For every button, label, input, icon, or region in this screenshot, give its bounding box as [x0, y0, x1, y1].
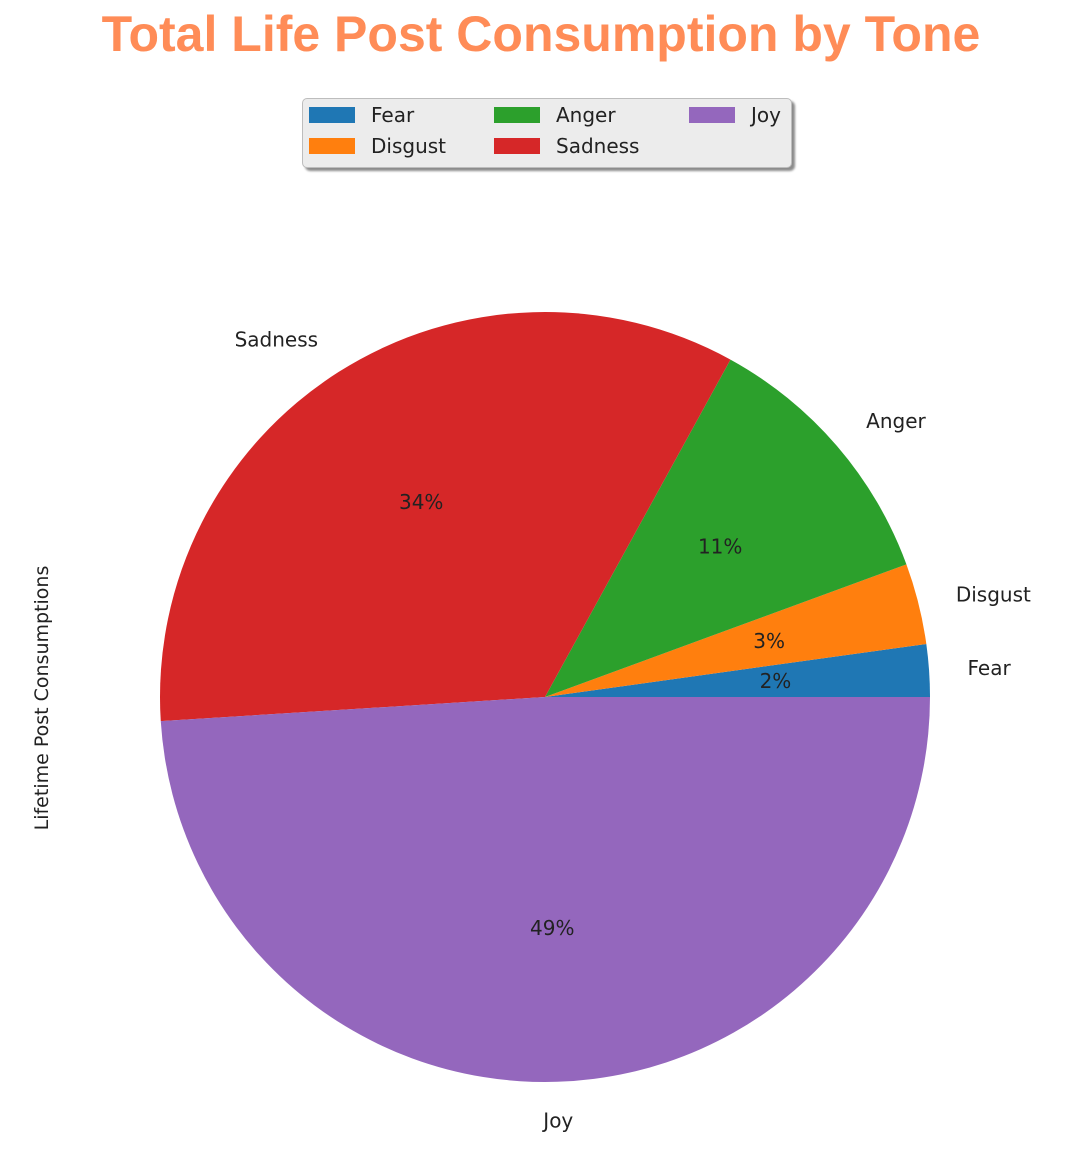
legend-swatch-disgust [309, 138, 355, 154]
legend-item-disgust: Disgust [309, 132, 446, 160]
pie-slices [159, 311, 930, 1082]
legend-item-sadness: Sadness [494, 132, 639, 160]
pct-label-sadness: 34% [399, 490, 443, 514]
pie-slice-joy [160, 697, 930, 1082]
chart-title: Total Life Post Consumption by Tone [101, 6, 981, 62]
legend-label-sadness: Sadness [556, 134, 640, 158]
pct-label-anger: 11% [698, 534, 742, 558]
pie-slice-sadness [159, 311, 731, 722]
legend-label-anger: Anger [556, 103, 616, 127]
pct-label-disgust: 3% [753, 629, 785, 653]
legend: Fear Disgust Anger Sadness Joy [302, 98, 792, 168]
pie-slice-fear [545, 643, 930, 697]
legend-swatch-anger [494, 107, 540, 123]
legend-label-joy: Joy [751, 103, 781, 127]
slice-label-sadness: Sadness [235, 327, 318, 351]
pie-slice-disgust [545, 564, 927, 697]
y-axis-label: Lifetime Post Consumptions [31, 566, 53, 831]
slice-label-fear: Fear [967, 656, 1011, 680]
pie-slice-anger [545, 359, 907, 697]
slice-label-joy: Joy [541, 1108, 573, 1132]
pct-label-fear: 2% [760, 669, 792, 693]
legend-swatch-joy [689, 107, 735, 123]
pct-label-joy: 49% [530, 916, 574, 940]
legend-item-joy: Joy [689, 101, 781, 129]
legend-swatch-sadness [494, 138, 540, 154]
legend-label-fear: Fear [371, 103, 415, 127]
slice-label-anger: Anger [866, 409, 926, 433]
legend-label-disgust: Disgust [371, 134, 447, 158]
pie-labels: Fear 2% Disgust 3% Anger 11% Sadness 34% Joy 49% [235, 327, 1031, 1132]
slice-label-disgust: Disgust [956, 582, 1031, 606]
legend-item-anger: Anger [494, 101, 616, 129]
legend-item-fear: Fear [309, 101, 414, 129]
legend-swatch-fear [309, 107, 355, 123]
